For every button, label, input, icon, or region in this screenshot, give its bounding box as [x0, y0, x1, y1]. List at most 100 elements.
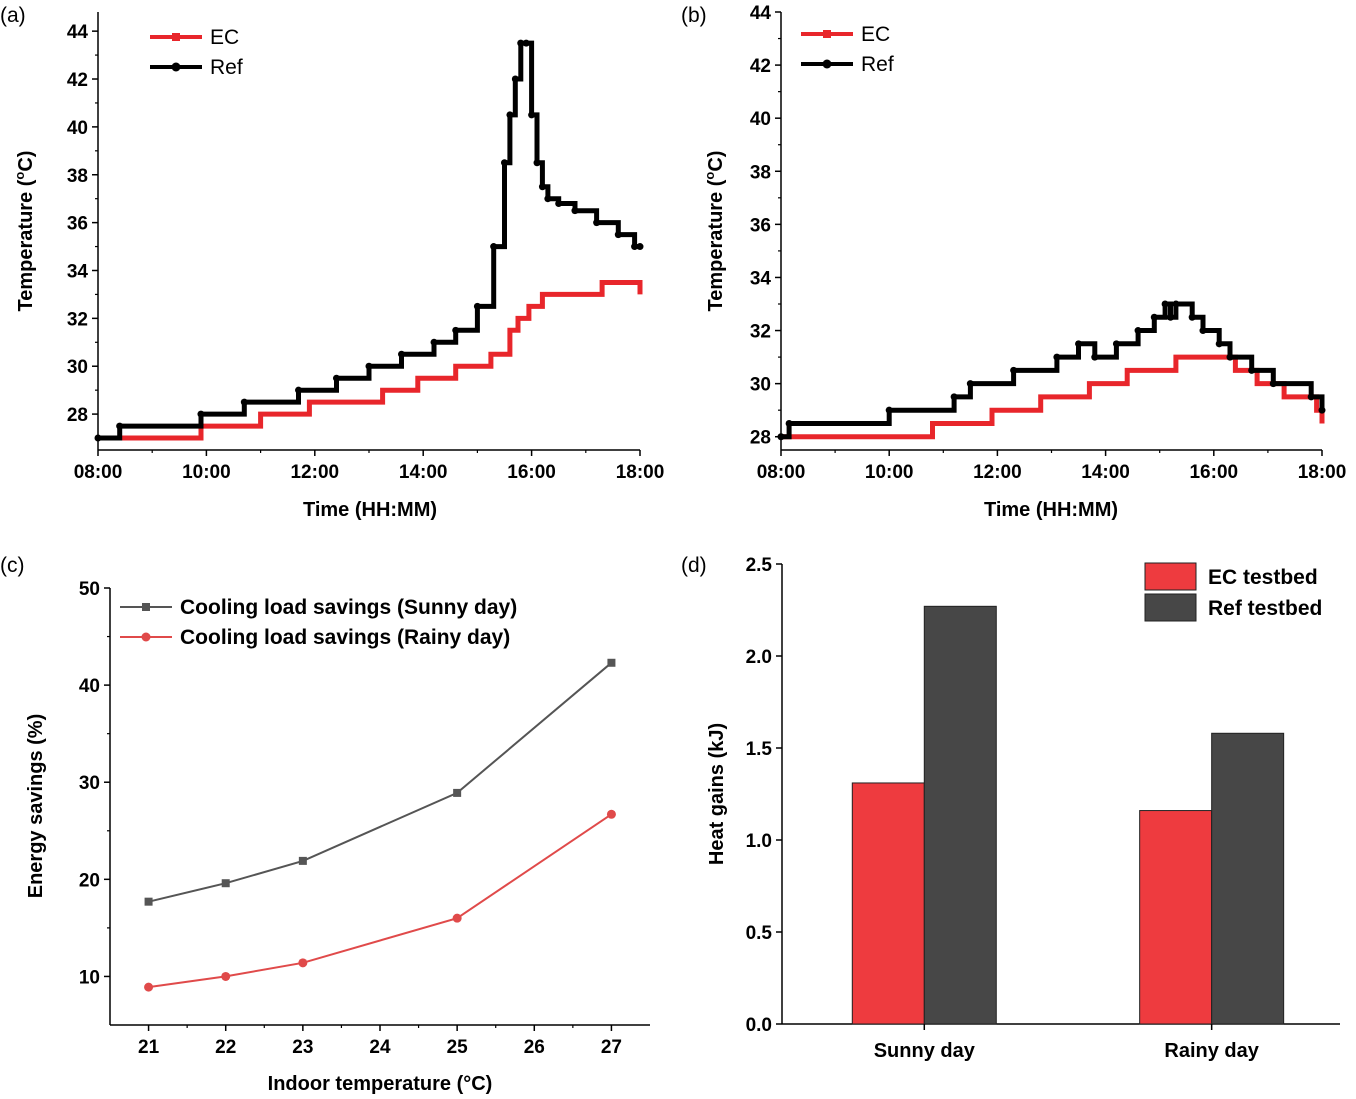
y-axis-title-part: o [12, 172, 27, 180]
y-tick-label: 34 [67, 261, 89, 282]
chart-panel-d: (d) 0.0 0.5 1.0 1.5 2.0 2.5 Sunny day Rainy day E… [681, 554, 1340, 1062]
legend-swatch [1144, 593, 1197, 622]
data-point [1269, 380, 1277, 388]
legend-label: Cooling load savings (Sunny day) [180, 596, 517, 619]
x-tick-label: 25 [447, 1037, 469, 1058]
x-tick-label: 14:00 [399, 462, 448, 483]
x-tick-label: 08:00 [757, 462, 806, 483]
x-axis-title: Time (HH:MM) [303, 499, 437, 521]
chart-panel-b: (b) 28 30 32 34 36 38 40 42 44 08:00 10:00 12:00 14:0… [681, 3, 1346, 521]
y-tick-label: 10 [79, 967, 100, 988]
data-point [221, 879, 230, 888]
y-axis-title: Temperature (oC) [12, 151, 37, 312]
data-point [785, 419, 793, 427]
panel-label: (a) [0, 4, 26, 27]
legend-label: Ref [861, 53, 894, 76]
data-point [533, 159, 541, 167]
legend-label: Cooling load savings (Rainy day) [180, 626, 510, 649]
series-line-ec [98, 280, 643, 441]
data-point [1053, 353, 1061, 361]
y-tick-label: 44 [750, 3, 772, 24]
data-point [1172, 300, 1180, 308]
x-tick-label: 23 [292, 1037, 313, 1058]
data-point [1226, 353, 1234, 361]
data-point [365, 362, 373, 370]
x-tick-label: 14:00 [1081, 462, 1130, 483]
legend-label: EC [861, 23, 890, 46]
x-axis-title: Time (HH:MM) [984, 499, 1118, 521]
data-point [538, 183, 546, 191]
x-tick-label: 22 [215, 1037, 236, 1058]
legend-label: EC [210, 26, 239, 49]
data-point [1215, 340, 1223, 348]
y-axis-title-part: Temperature ( [705, 179, 727, 311]
data-point [1010, 366, 1018, 374]
data-point [555, 199, 563, 207]
y-axis-title-part: o [702, 172, 717, 180]
y-tick-label: 2.5 [746, 555, 773, 576]
data-point [452, 326, 460, 334]
data-point [332, 374, 340, 382]
data-point [1307, 393, 1315, 401]
legend-marker [141, 632, 151, 642]
y-axis-title-part: C) [15, 151, 37, 172]
data-point [144, 982, 154, 992]
category-label: Sunny day [874, 1040, 976, 1062]
data-point [144, 897, 153, 906]
data-point [430, 338, 438, 346]
y-tick-label: 40 [750, 109, 771, 130]
y-tick-label: 28 [67, 405, 88, 426]
x-tick-label: 12:00 [973, 462, 1022, 483]
y-tick-label: 38 [750, 162, 771, 183]
y-axis-title: Heat gains (kJ) [706, 723, 728, 865]
y-tick-label: 40 [79, 676, 100, 697]
y-tick-label: 20 [79, 870, 100, 891]
data-point [606, 809, 616, 819]
y-tick-label: 40 [67, 118, 88, 139]
panel-label: (c) [0, 554, 25, 577]
series-line-cooling-load-savings-sunny-day- [148, 662, 613, 903]
data-point [221, 971, 231, 981]
x-tick-label: 21 [138, 1037, 160, 1058]
category-label: Rainy day [1164, 1040, 1259, 1062]
legend-label: Ref testbed [1208, 597, 1322, 620]
y-tick-label: 42 [67, 70, 88, 91]
legend-marker [823, 30, 831, 38]
y-tick-label: 32 [67, 309, 88, 330]
x-tick-label: 18:00 [616, 462, 665, 483]
legend-marker [171, 62, 181, 72]
data-point [94, 434, 102, 442]
data-point [1134, 327, 1142, 335]
y-tick-label: 50 [79, 579, 100, 600]
bar [1211, 732, 1285, 1025]
data-point [593, 219, 601, 227]
data-point [506, 111, 514, 119]
y-axis-title: Temperature (oC) [702, 151, 727, 312]
y-axis-title-part: C) [705, 151, 727, 172]
data-point [517, 39, 525, 47]
data-point [966, 380, 974, 388]
data-point [295, 386, 303, 394]
data-point [490, 243, 498, 251]
bar [851, 782, 925, 1025]
data-point [528, 111, 536, 119]
chart-panel-c: (c) 10 20 30 40 50 21 22 23 24 25 26 27 Cooling load … [0, 554, 650, 1095]
data-point [1199, 327, 1207, 335]
data-point [501, 159, 508, 167]
data-point [298, 856, 307, 865]
x-axis-title: Indoor temperature (°C) [268, 1073, 493, 1095]
y-tick-label: 30 [67, 357, 88, 378]
x-tick-label: 08:00 [74, 462, 123, 483]
data-point [453, 788, 462, 797]
y-tick-label: 34 [750, 268, 772, 289]
data-point [571, 207, 579, 215]
legend-label: EC testbed [1208, 566, 1318, 589]
legend-marker [142, 603, 150, 611]
y-tick-label: 2.0 [746, 647, 772, 668]
panel-label: (d) [681, 554, 707, 577]
legend-marker [172, 33, 180, 41]
x-tick-label: 12:00 [290, 462, 339, 483]
y-axis-title-part: Temperature ( [15, 179, 37, 311]
data-point [614, 231, 622, 239]
x-tick-label: 16:00 [507, 462, 556, 483]
